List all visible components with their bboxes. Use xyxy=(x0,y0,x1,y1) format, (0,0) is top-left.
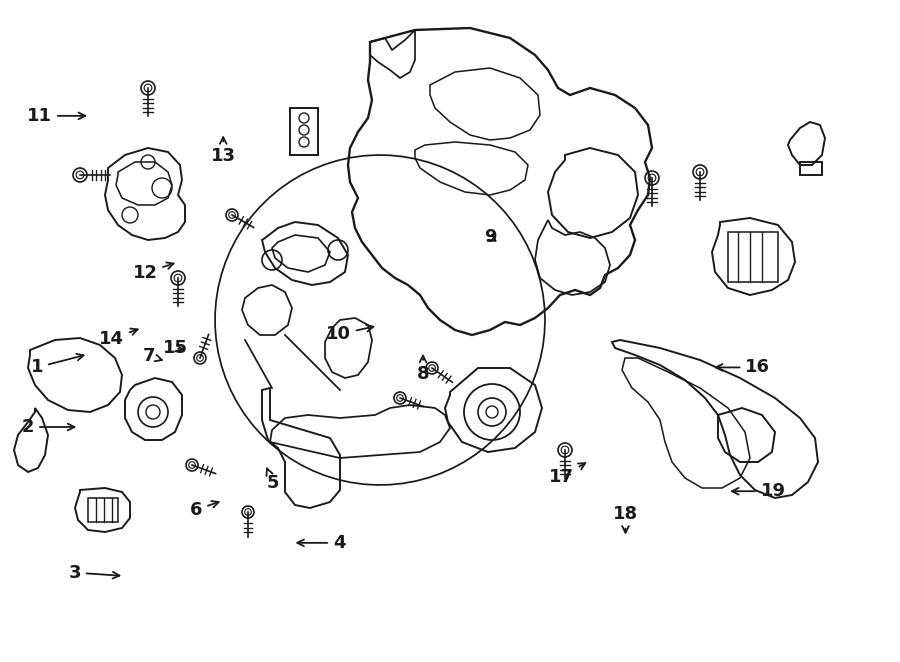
Text: 15: 15 xyxy=(163,339,188,357)
Text: 8: 8 xyxy=(417,355,429,383)
Text: 2: 2 xyxy=(22,418,75,436)
Text: 16: 16 xyxy=(716,358,770,377)
Text: 5: 5 xyxy=(266,468,279,493)
Text: 17: 17 xyxy=(549,463,585,486)
Text: 7: 7 xyxy=(142,347,162,365)
Text: 4: 4 xyxy=(297,534,346,552)
Text: 14: 14 xyxy=(99,328,138,348)
Text: 3: 3 xyxy=(68,563,120,582)
Text: 18: 18 xyxy=(613,505,638,533)
Text: 6: 6 xyxy=(190,500,219,519)
Text: 9: 9 xyxy=(484,228,497,246)
Text: 10: 10 xyxy=(326,325,374,344)
Text: 12: 12 xyxy=(132,262,174,282)
Text: 13: 13 xyxy=(211,137,236,165)
Text: 19: 19 xyxy=(732,482,786,500)
Text: 1: 1 xyxy=(31,354,84,377)
Text: 11: 11 xyxy=(27,107,86,125)
